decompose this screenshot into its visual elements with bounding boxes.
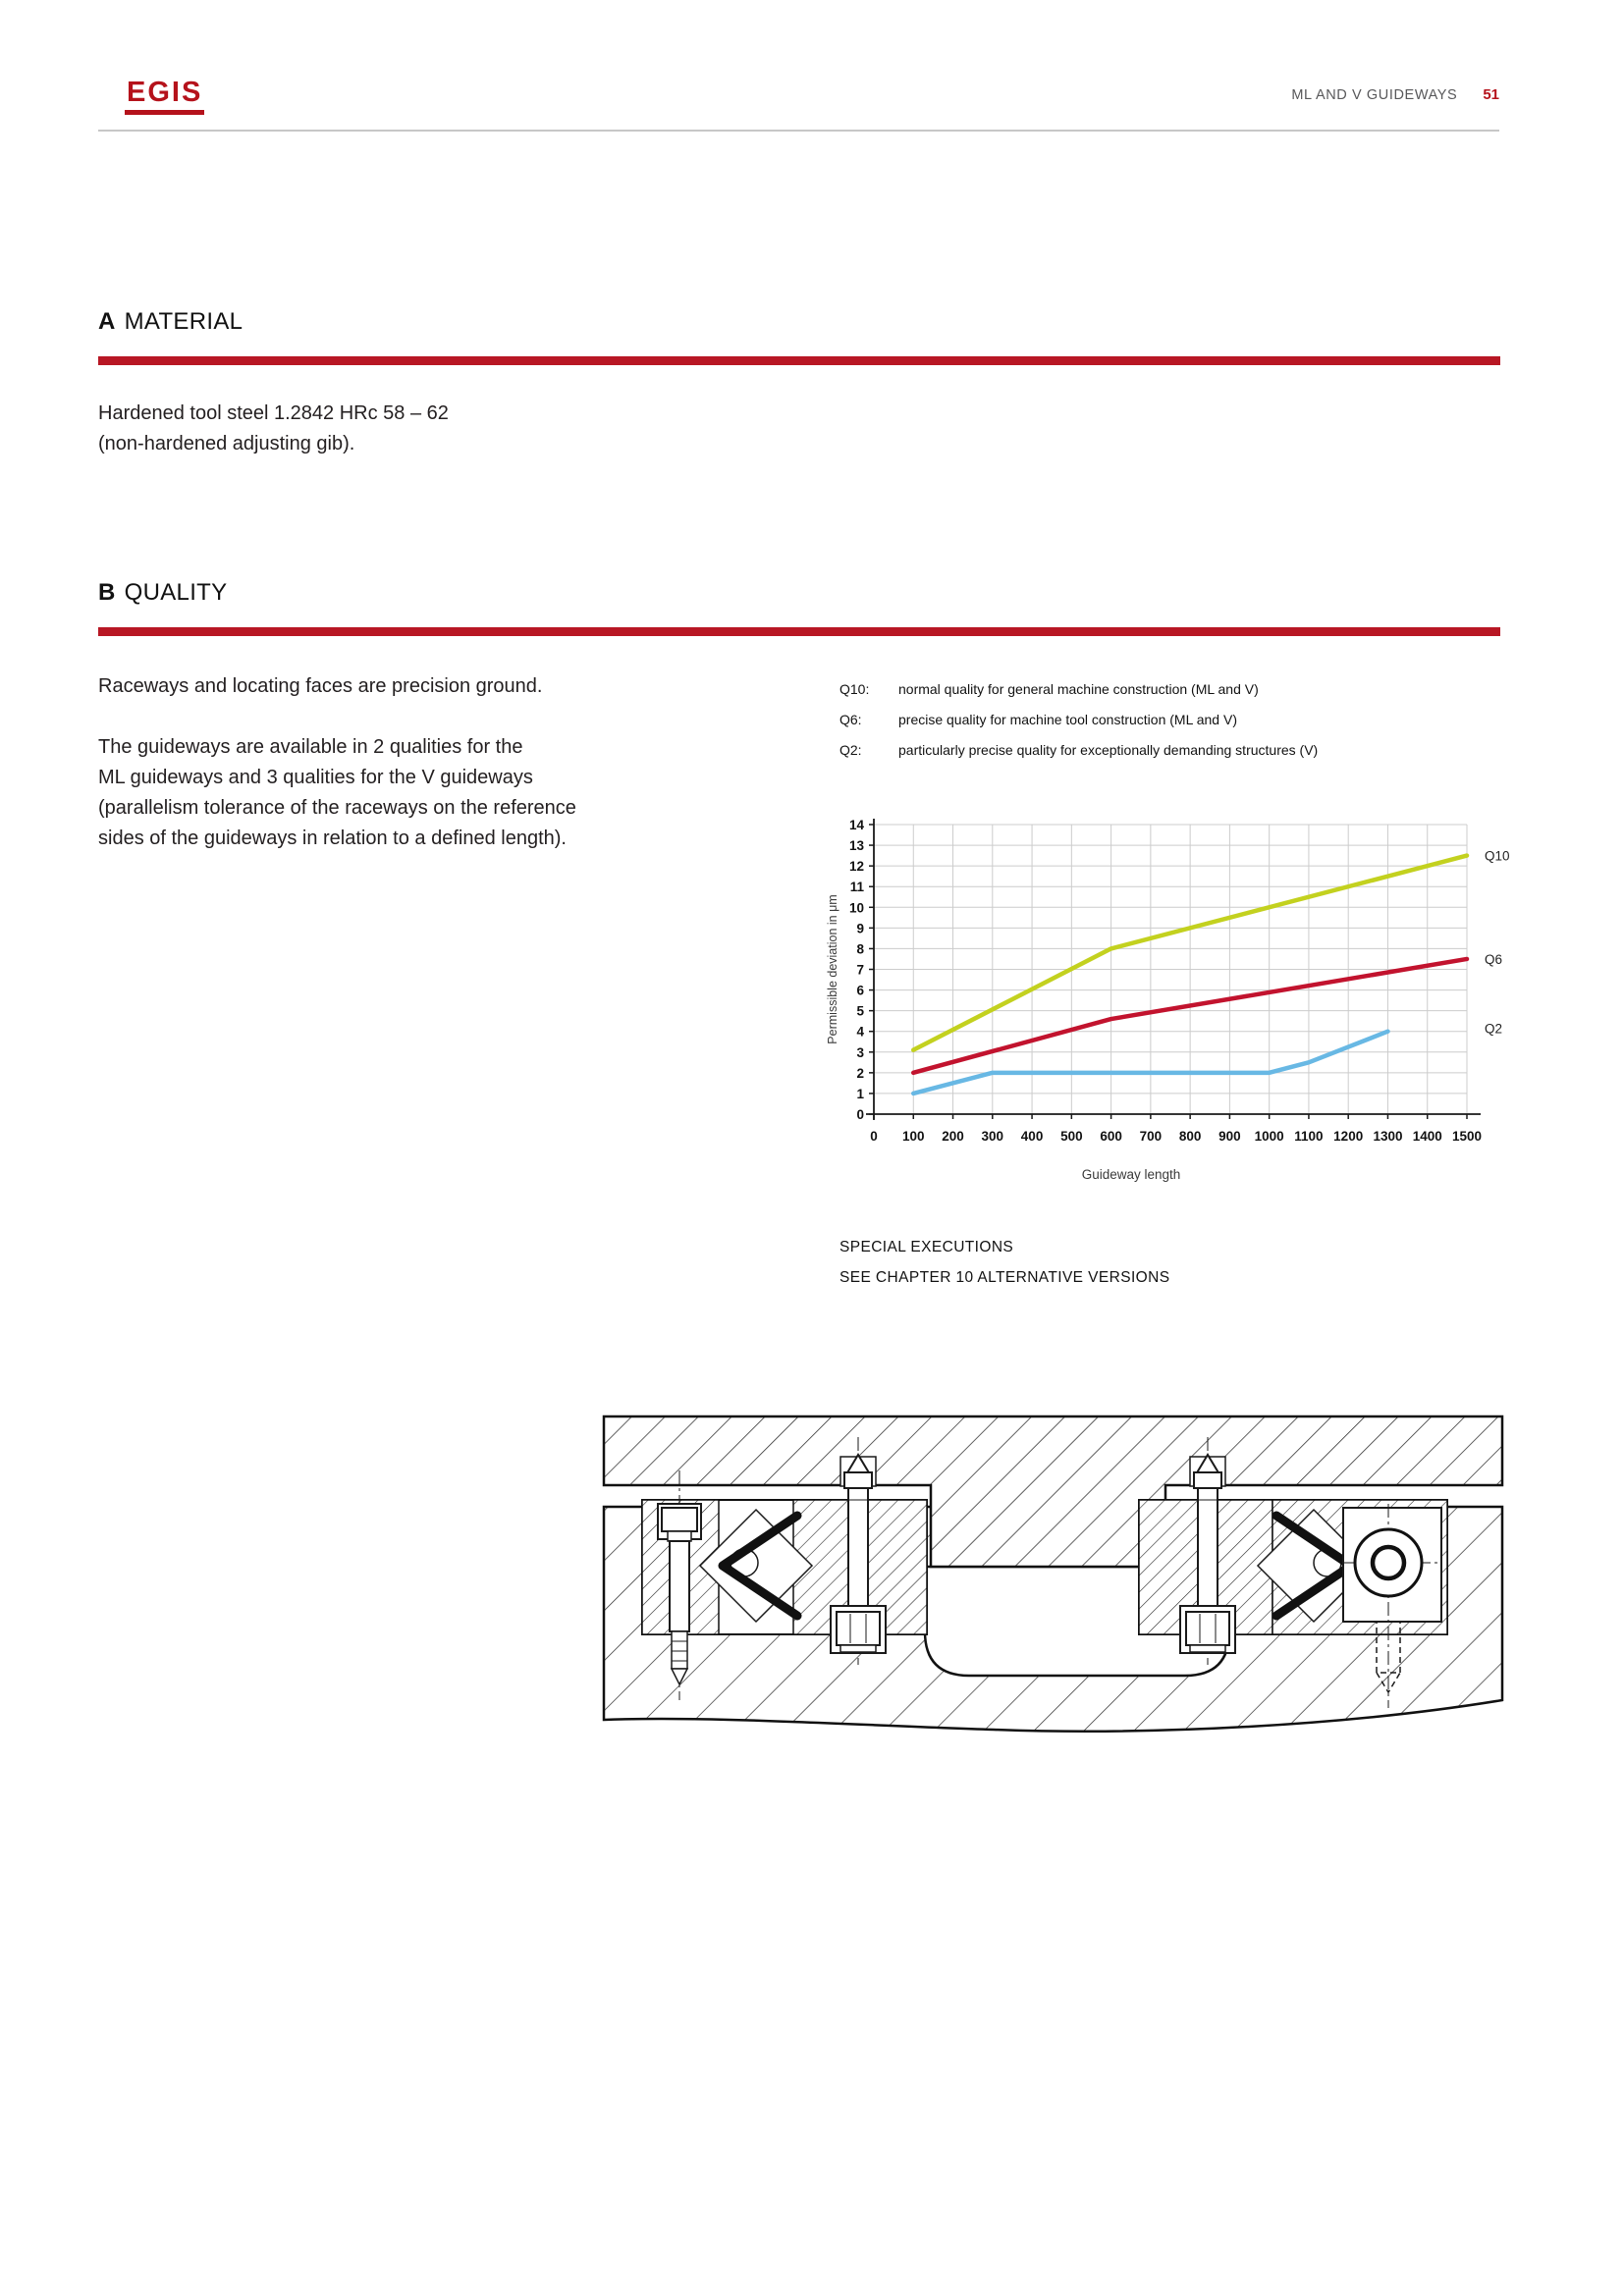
page-number: 51 (1483, 86, 1499, 103)
svg-text:1500: 1500 (1452, 1129, 1482, 1144)
body-line: The guideways are available in 2 qualiti… (98, 736, 523, 758)
section-b-title: QUALITY (124, 579, 228, 606)
legend-key: Q2: (839, 742, 862, 758)
legend-row: Q10: normal quality for general machine … (839, 678, 1318, 709)
body-line: (parallelism tolerance of the raceways o… (98, 797, 576, 819)
quality-chart-container: 0 1 2 3 4 5 6 7 8 9 10 11 12 13 14 0 100 200 300 400 500 600 7… (825, 813, 1522, 1205)
svg-text:300: 300 (982, 1129, 1004, 1144)
doc-title: ML AND V GUIDEWAYS (1291, 87, 1458, 103)
section-b-intro: Raceways and locating faces are precisio… (98, 675, 543, 697)
svg-text:1300: 1300 (1373, 1129, 1402, 1144)
v-roller (718, 1511, 802, 1621)
svg-text:9: 9 (856, 921, 864, 935)
svg-text:900: 900 (1218, 1129, 1241, 1144)
section-a-heading: A MATERIAL (98, 308, 243, 336)
section-b-letter: B (98, 579, 116, 606)
legend-row: Q2: particularly precise quality for exc… (839, 739, 1318, 770)
svg-text:2: 2 (856, 1066, 864, 1081)
svg-text:14: 14 (849, 818, 865, 832)
section-b-rule (98, 627, 1500, 636)
legend-text: precise quality for machine tool constru… (898, 712, 1237, 727)
body-line: sides of the guideways in relation to a … (98, 828, 567, 849)
section-a-rule (98, 356, 1500, 365)
svg-text:1000: 1000 (1255, 1129, 1284, 1144)
special-executions-note: SPECIAL EXECUTIONS SEE CHAPTER 10 ALTERN… (839, 1232, 1169, 1293)
svg-text:400: 400 (1021, 1129, 1044, 1144)
svg-text:8: 8 (856, 941, 864, 956)
svg-text:1400: 1400 (1413, 1129, 1442, 1144)
svg-text:Q6: Q6 (1485, 952, 1502, 967)
body-line: (non-hardened adjusting gib). (98, 433, 355, 454)
header-rule (98, 130, 1499, 132)
note-line: SEE CHAPTER 10 ALTERNATIVE VERSIONS (839, 1269, 1170, 1286)
legend-text: particularly precise quality for excepti… (898, 742, 1319, 758)
svg-text:1: 1 (856, 1087, 864, 1101)
svg-text:1200: 1200 (1333, 1129, 1363, 1144)
egis-logo: EGIS (125, 79, 205, 115)
section-b-body: The guideways are available in 2 qualiti… (98, 732, 576, 854)
svg-text:600: 600 (1100, 1129, 1122, 1144)
section-a-body: Hardened tool steel 1.2842 HRc 58 – 62 (… (98, 399, 449, 459)
quality-legend: Q10: normal quality for general machine … (839, 678, 1318, 770)
note-line: SPECIAL EXECUTIONS (839, 1239, 1014, 1255)
body-line: Hardened tool steel 1.2842 HRc 58 – 62 (98, 402, 449, 424)
svg-text:Q10: Q10 (1485, 849, 1510, 864)
svg-text:10: 10 (849, 900, 864, 915)
svg-text:200: 200 (942, 1129, 964, 1144)
svg-text:800: 800 (1179, 1129, 1202, 1144)
right-guideway-unit (1138, 1436, 1448, 1708)
legend-key: Q6: (839, 712, 862, 727)
eccentric-adjuster (1342, 1504, 1442, 1708)
body-line: ML guideways and 3 qualities for the V g… (98, 767, 533, 788)
legend-row: Q6: precise quality for machine tool con… (839, 709, 1318, 739)
svg-text:11: 11 (850, 880, 865, 894)
legend-key: Q10: (839, 681, 870, 697)
left-guideway-unit (641, 1436, 928, 1700)
legend-text: normal quality for general machine const… (898, 681, 1259, 697)
guideway-cross-section-drawing (601, 1414, 1504, 1745)
svg-text:0: 0 (870, 1129, 878, 1144)
svg-text:5: 5 (856, 1004, 864, 1019)
page-header: ML AND V GUIDEWAYS 51 (1080, 86, 1499, 103)
svg-text:6: 6 (856, 984, 864, 998)
svg-text:12: 12 (849, 859, 864, 874)
svg-text:1100: 1100 (1294, 1129, 1323, 1144)
section-a-title: MATERIAL (124, 308, 244, 335)
svg-text:700: 700 (1140, 1129, 1163, 1144)
gib-bolt (657, 1470, 702, 1700)
svg-text:Permissible deviation in μm: Permissible deviation in μm (826, 894, 839, 1043)
svg-text:Guideway length: Guideway length (1082, 1167, 1181, 1182)
svg-text:4: 4 (856, 1025, 864, 1040)
svg-text:7: 7 (856, 963, 864, 978)
svg-text:Q2: Q2 (1485, 1022, 1502, 1037)
svg-text:100: 100 (902, 1129, 925, 1144)
svg-text:0: 0 (856, 1107, 864, 1122)
cross-section-svg (602, 1415, 1504, 1733)
svg-text:3: 3 (856, 1045, 864, 1060)
section-a-letter: A (98, 308, 116, 335)
svg-text:13: 13 (849, 838, 865, 853)
section-b-heading: B QUALITY (98, 579, 227, 607)
svg-text:500: 500 (1060, 1129, 1083, 1144)
